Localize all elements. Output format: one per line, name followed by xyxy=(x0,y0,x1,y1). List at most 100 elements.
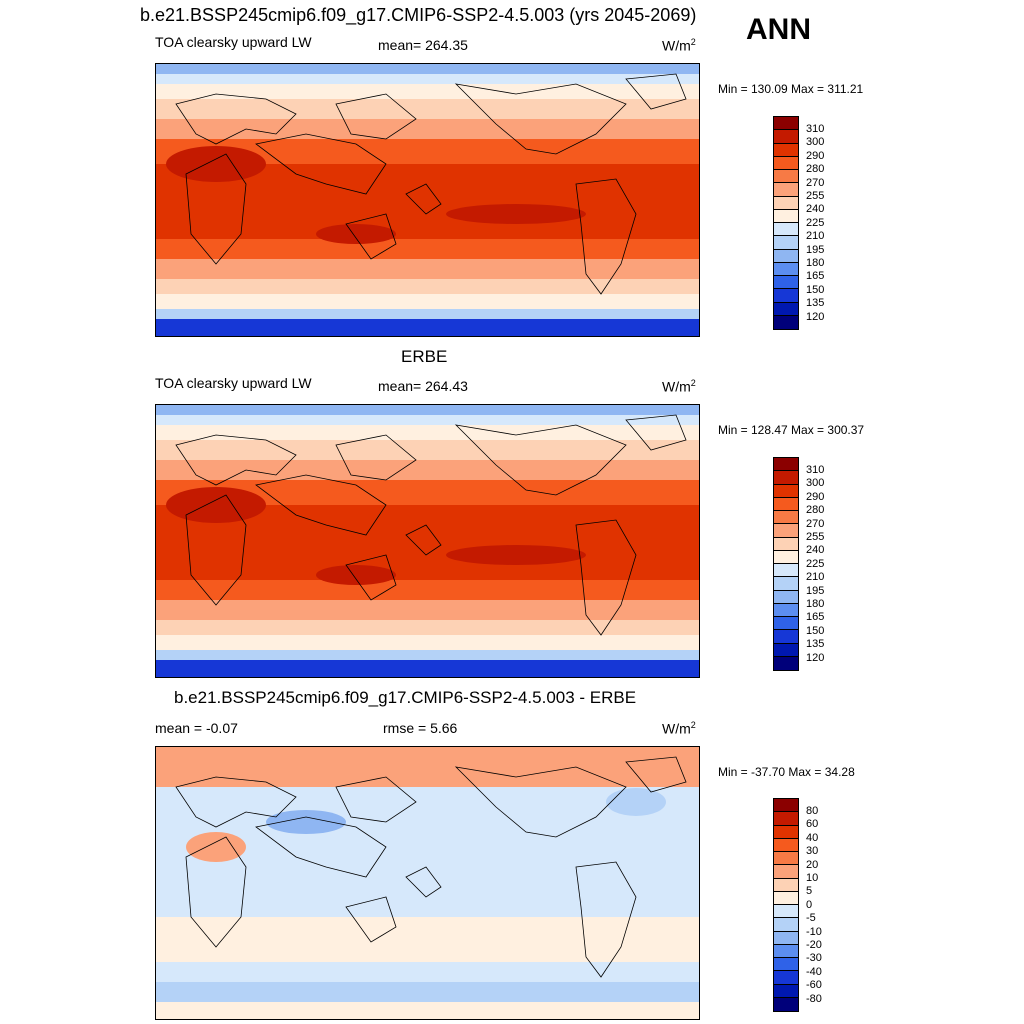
colorbar-tick-label: 20 xyxy=(806,858,819,871)
coastline xyxy=(625,414,687,451)
panel3-unit: W/m2 xyxy=(662,720,696,737)
map-band xyxy=(156,982,699,1002)
map-band xyxy=(156,405,699,415)
map-band xyxy=(156,74,699,84)
coastline xyxy=(345,213,397,260)
map-band xyxy=(156,917,699,962)
colorbar-tick-label: 240 xyxy=(806,544,825,557)
colorbar-swatch xyxy=(774,511,798,525)
colorbar-swatch xyxy=(774,838,798,852)
map-band xyxy=(156,600,699,620)
colorbar-swatch xyxy=(774,458,798,472)
coastline xyxy=(575,178,637,295)
colorbar-tick-label: 0 xyxy=(806,898,813,911)
panel3-colorbar xyxy=(773,798,799,1012)
map-band xyxy=(156,309,699,319)
map-band xyxy=(446,545,586,565)
map-band xyxy=(156,415,699,425)
colorbar-tick-label: -40 xyxy=(806,965,822,978)
colorbar-tick-label: 290 xyxy=(806,490,825,503)
panel1-variable-label: TOA clearsky upward LW xyxy=(155,34,312,50)
colorbar-swatch xyxy=(774,249,798,263)
colorbar-tick-label: 120 xyxy=(806,651,825,664)
colorbar-tick-label: 180 xyxy=(806,257,825,269)
coastline xyxy=(185,153,247,265)
colorbar-swatch xyxy=(774,958,798,972)
colorbar-tick-label: 150 xyxy=(806,624,825,637)
colorbar-tick-label: 310 xyxy=(806,123,825,135)
colorbar-swatch xyxy=(774,997,798,1011)
coastline xyxy=(575,861,637,978)
colorbar-swatch xyxy=(774,812,798,826)
colorbar-swatch xyxy=(774,971,798,985)
season-label: ANN xyxy=(746,13,811,46)
map-band xyxy=(156,440,699,460)
colorbar-swatch xyxy=(774,852,798,866)
colorbar-swatch xyxy=(774,130,798,144)
colorbar-tick-label: 225 xyxy=(806,557,825,570)
colorbar-tick-label: -30 xyxy=(806,952,822,965)
colorbar-tick-label: 300 xyxy=(806,136,825,149)
colorbar-swatch xyxy=(774,276,798,290)
map-band xyxy=(166,487,266,523)
map-band xyxy=(446,204,586,224)
colorbar-swatch xyxy=(774,825,798,839)
map-band xyxy=(156,294,699,309)
colorbar-tick-label: 135 xyxy=(806,297,825,310)
map-band xyxy=(156,620,699,635)
colorbar-tick-label: 60 xyxy=(806,818,819,831)
coastline xyxy=(454,424,627,496)
coastline xyxy=(175,434,297,486)
colorbar-tick-label: 150 xyxy=(806,283,825,296)
coastline xyxy=(454,83,627,155)
panel3-minmax: Min = -37.70 Max = 34.28 xyxy=(718,765,855,779)
map-band xyxy=(156,84,699,99)
panel3-title: b.e21.BSSP245cmip6.f09_g17.CMIP6-SSP2-4.… xyxy=(174,688,637,707)
map-band xyxy=(156,660,699,677)
colorbar-swatch xyxy=(774,577,798,591)
map-band xyxy=(156,119,699,139)
colorbar-tick-label: 280 xyxy=(806,504,825,517)
colorbar-tick-label: 270 xyxy=(806,176,825,189)
coastline xyxy=(345,554,397,601)
panel1-mean-label: mean= 264.35 xyxy=(378,37,468,53)
colorbar-swatch xyxy=(774,196,798,210)
panel3-rmse-label: rmse = 5.66 xyxy=(383,720,458,736)
colorbar-swatch xyxy=(774,223,798,237)
colorbar-swatch xyxy=(774,643,798,657)
map-band xyxy=(156,279,699,294)
map-band xyxy=(156,64,699,74)
panel2-colorbar xyxy=(773,457,799,671)
coastline xyxy=(255,133,387,195)
colorbar-tick-label: -10 xyxy=(806,925,822,938)
colorbar-tick-label: -20 xyxy=(806,939,822,951)
panel2-unit: W/m2 xyxy=(662,378,696,395)
panel1-minmax: Min = 130.09 Max = 311.21 xyxy=(718,82,864,96)
colorbar-swatch xyxy=(774,289,798,303)
map-band xyxy=(156,580,699,600)
coastline xyxy=(335,93,417,140)
coastline xyxy=(255,816,387,878)
panel2-map xyxy=(155,404,700,678)
colorbar-tick-label: 180 xyxy=(806,598,825,610)
colorbar-swatch xyxy=(774,891,798,905)
map-band xyxy=(156,425,699,440)
colorbar-tick-label: 270 xyxy=(806,517,825,530)
colorbar-tick-label: 135 xyxy=(806,638,825,651)
colorbar-swatch xyxy=(774,550,798,564)
colorbar-swatch xyxy=(774,617,798,631)
map-band xyxy=(266,810,346,834)
coastline xyxy=(175,93,297,145)
panel1-colorbar xyxy=(773,116,799,330)
colorbar-tick-label: 300 xyxy=(806,477,825,490)
colorbar-tick-label: 5 xyxy=(806,885,813,898)
colorbar-swatch xyxy=(774,537,798,551)
colorbar-tick-label: 195 xyxy=(806,584,825,597)
colorbar-swatch xyxy=(774,524,798,538)
colorbar-tick-label: 165 xyxy=(806,270,825,283)
colorbar-swatch xyxy=(774,170,798,184)
colorbar-swatch xyxy=(774,603,798,617)
panel2-minmax: Min = 128.47 Max = 300.37 xyxy=(718,423,865,437)
colorbar-swatch xyxy=(774,497,798,511)
colorbar-tick-label: -5 xyxy=(806,912,816,925)
